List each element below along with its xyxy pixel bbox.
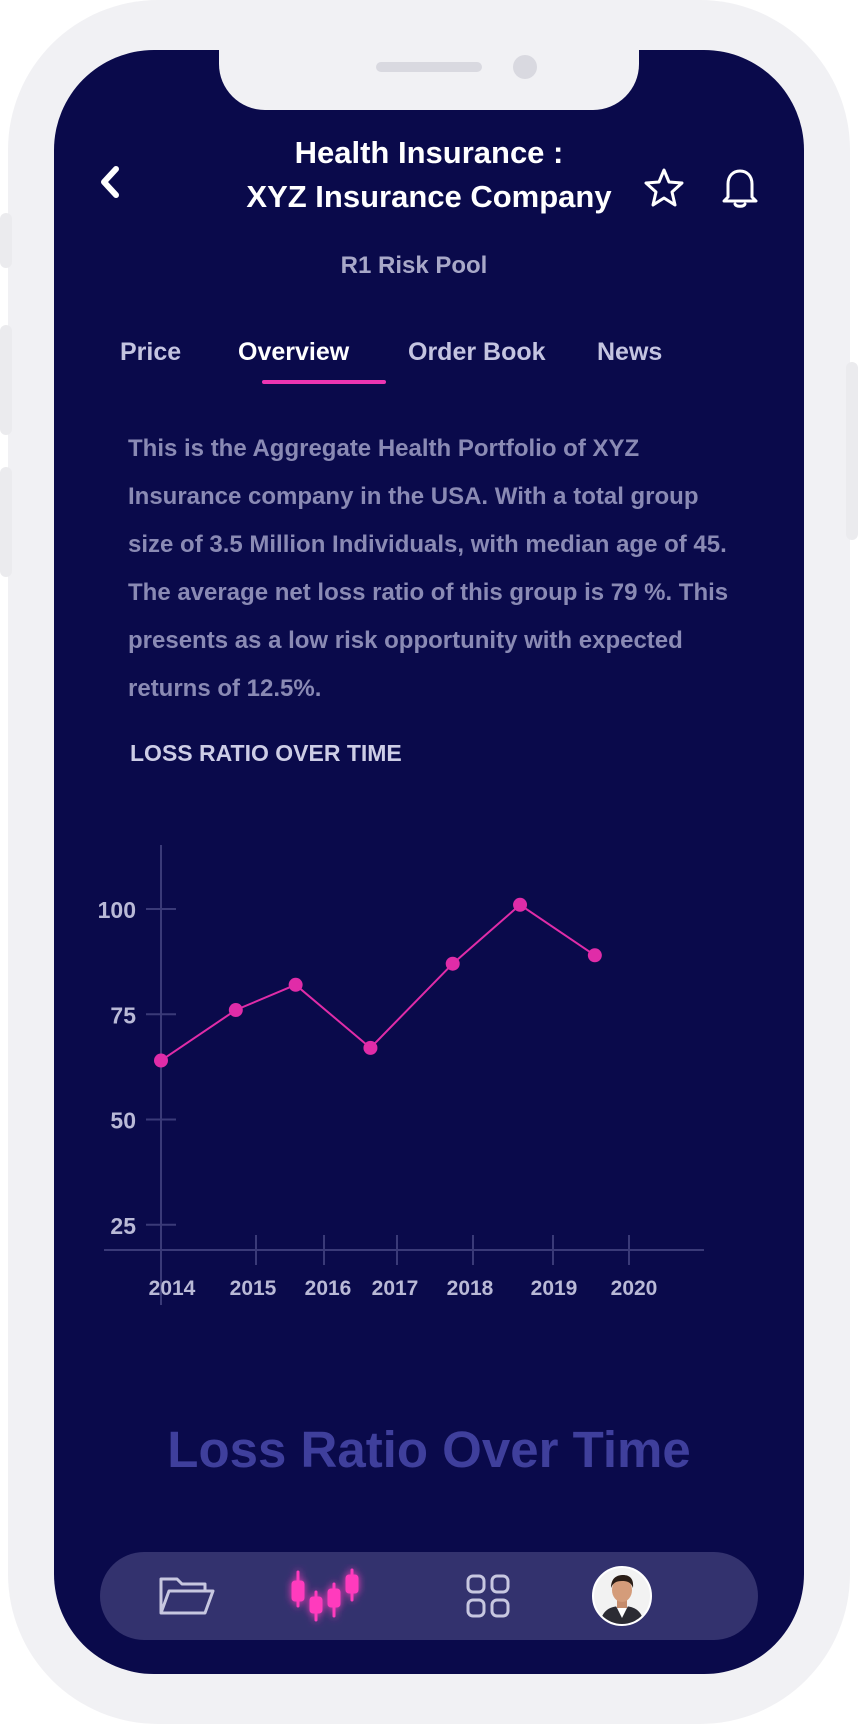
active-tab-indicator — [262, 380, 386, 384]
nav-markets[interactable] — [280, 1552, 370, 1640]
folder-icon — [159, 1577, 215, 1615]
x-tick-label: 2019 — [531, 1277, 578, 1300]
x-tick-label: 2017 — [372, 1277, 419, 1300]
x-tick-label: 2018 — [447, 1277, 494, 1300]
x-tick-label: 2016 — [305, 1277, 352, 1300]
data-point — [363, 1040, 378, 1055]
tab-news[interactable]: News — [597, 338, 663, 366]
tab-bar: Price Overview Order Book News — [54, 332, 804, 382]
bottom-nav — [100, 1552, 758, 1640]
app-screen: Health Insurance : XYZ Insurance Company… — [54, 50, 804, 1674]
series-line — [160, 903, 596, 1062]
chart-caption: Loss Ratio Over Time — [167, 1421, 691, 1478]
nav-portfolio[interactable] — [152, 1552, 222, 1640]
star-icon — [644, 168, 684, 207]
tab-order-book[interactable]: Order Book — [408, 338, 546, 366]
nav-profile[interactable] — [590, 1552, 654, 1640]
camera — [513, 55, 537, 79]
avatar-icon — [594, 1568, 650, 1624]
y-tick-label: 100 — [98, 897, 136, 923]
data-point — [513, 897, 528, 912]
back-button[interactable] — [90, 162, 130, 202]
data-point — [154, 1053, 168, 1068]
chevron-left-icon — [101, 166, 119, 198]
data-point — [587, 948, 602, 963]
side-button — [0, 467, 12, 577]
speaker — [376, 62, 482, 72]
side-button — [0, 213, 12, 268]
section-title: LOSS RATIO OVER TIME — [130, 740, 402, 766]
y-tick-label: 50 — [110, 1108, 136, 1134]
tab-price[interactable]: Price — [120, 338, 182, 366]
notch — [219, 50, 639, 110]
avatar — [592, 1566, 652, 1626]
nav-dashboard[interactable] — [460, 1552, 516, 1640]
bell-icon — [722, 169, 758, 208]
grid-icon — [466, 1574, 510, 1618]
side-button — [0, 325, 12, 435]
y-tick-label: 75 — [110, 1002, 136, 1028]
data-point — [288, 977, 303, 992]
data-point — [445, 956, 460, 971]
favorite-button[interactable] — [642, 166, 686, 210]
data-point — [228, 1003, 243, 1018]
candlestick-chart-icon — [291, 1568, 359, 1622]
y-tick-label: 25 — [110, 1213, 136, 1239]
x-tick-label: 2015 — [230, 1277, 277, 1300]
page-title: Health Insurance : — [294, 135, 564, 170]
overview-description: This is the Aggregate Health Portfolio o… — [128, 435, 729, 702]
page-title-company: XYZ Insurance Company — [246, 179, 612, 214]
page-subtitle: R1 Risk Pool — [340, 252, 488, 279]
notifications-button[interactable] — [718, 164, 762, 210]
power-button — [846, 362, 858, 540]
x-tick-label: 2014 — [149, 1277, 196, 1300]
loss-ratio-chart: 25 50 75 100 2014 2015 2016 2017 2018 2019 2020 — [98, 845, 704, 1305]
x-tick-label: 2020 — [611, 1277, 658, 1300]
tab-overview[interactable]: Overview — [238, 338, 350, 366]
